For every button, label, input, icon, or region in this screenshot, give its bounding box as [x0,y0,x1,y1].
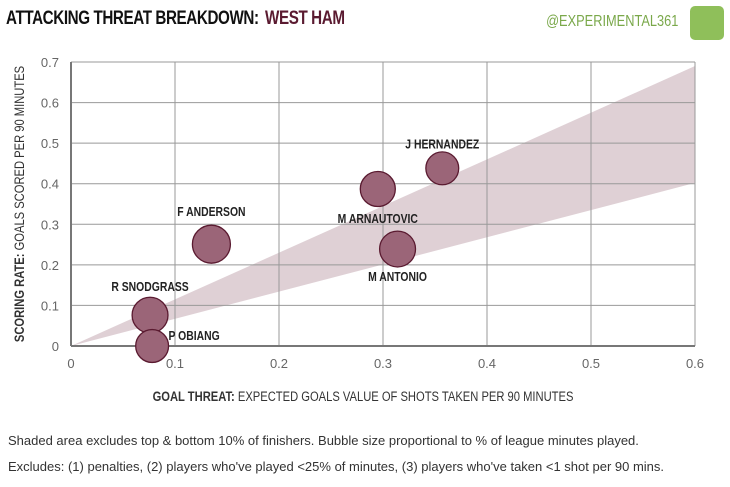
footnote-2: Excludes: (1) penalties, (2) players who… [8,459,665,474]
x-tick-label: 0.5 [582,356,600,371]
chart-title: ATTACKING THREAT BREAKDOWN: WEST HAM [6,8,345,30]
y-axis-title-bold: SCORING RATE: [12,250,27,342]
bubble [135,328,170,364]
x-axis-title-text: EXPECTED GOALS VALUE OF SHOTS TAKEN PER … [238,389,574,404]
bubble-label: M ANTONIO [368,270,427,284]
y-tick-label: 0.7 [41,55,59,70]
bubble [359,170,396,208]
twitter-handle: @EXPERIMENTAL361 [545,13,678,30]
footnote-1: Shaded area excludes top & bottom 10% of… [8,433,639,448]
y-tick-label: 0.3 [41,217,59,232]
bubble [378,230,417,268]
x-axis-title: GOAL THREAT: EXPECTED GOALS VALUE OF SHO… [153,389,574,404]
x-tick-label: 0 [67,356,74,371]
bubble [191,224,232,264]
x-tick-label: 0.1 [166,356,184,371]
bubble-label: P OBIANG [169,329,220,343]
pitch-logo-icon [690,6,724,40]
x-tick-label: 0.6 [686,356,704,371]
y-tick-label: 0.4 [41,177,59,192]
y-tick-label: 0.2 [41,258,59,273]
y-tick-label: 0.1 [41,298,59,313]
x-tick-label: 0.3 [374,356,392,371]
bubble-chart: 0 0.1 0.2 0.3 0.4 0.5 0.6 0 0.1 0.2 0.3 0.4 0.5 0.6 0.… [12,55,704,404]
bubble-label: M ARNAUTOVIC [338,212,419,226]
y-tick-label: 0.5 [41,136,59,151]
y-tick-label: 0.6 [41,96,59,111]
bubble [131,296,169,334]
y-tick-label: 0 [52,339,59,354]
y-axis-title: SCORING RATE: GOALS SCORED PER 90 MINUTE… [12,66,27,342]
title-text: ATTACKING THREAT BREAKDOWN: [6,8,259,29]
x-tick-label: 0.4 [478,356,496,371]
bubble-label: F ANDERSON [177,205,245,219]
x-tick-label: 0.2 [270,356,288,371]
bubble-label: R SNODGRASS [111,280,189,294]
bubble [425,151,460,186]
bubble-label: J HERNANDEZ [405,137,479,151]
y-axis-title-text: GOALS SCORED PER 90 MINUTES [12,66,27,251]
x-axis-title-bold: GOAL THREAT: [153,389,238,404]
team-name: WEST HAM [265,8,345,29]
